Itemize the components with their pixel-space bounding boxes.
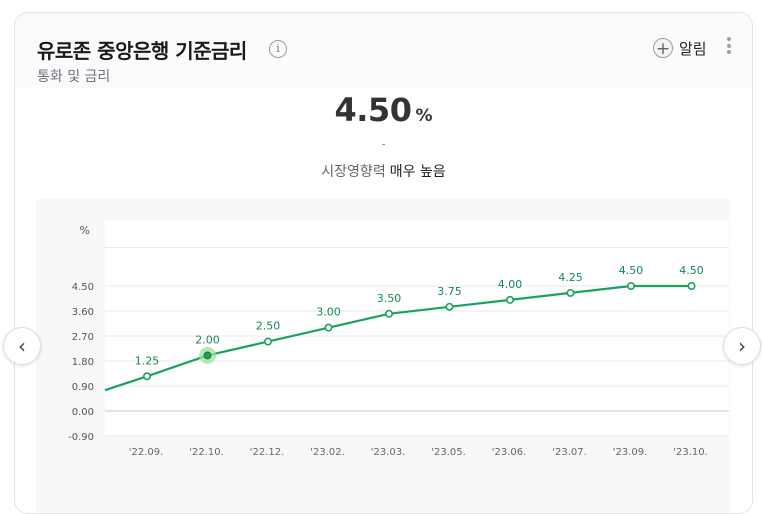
- y-tick-label: 0.00: [72, 407, 94, 418]
- x-tick-label: '23.07.: [552, 447, 587, 458]
- plus-icon: +: [653, 38, 673, 59]
- data-point: [626, 282, 635, 291]
- data-point: [203, 351, 212, 360]
- rate-unit: %: [415, 106, 433, 126]
- y-tick-label: 3.60: [72, 307, 94, 318]
- interest-rate-card: 유로존 중앙은행 기준금리 i 통화 및 금리 + 알림 4.50% - 시장영…: [14, 12, 753, 514]
- data-point: [445, 302, 454, 311]
- data-point: [264, 337, 273, 346]
- data-label: 2.00: [195, 333, 220, 346]
- data-point: [384, 309, 393, 318]
- data-label: 4.50: [679, 264, 704, 277]
- data-point: [566, 288, 575, 297]
- data-label: 3.00: [316, 306, 341, 319]
- plot-area: [105, 221, 729, 436]
- data-point: [143, 372, 152, 381]
- chart-panel: % 4.50 3.60 2.70 1.80 0.90 0.00 -0.90 '22.09. '22…: [36, 199, 730, 513]
- rate-change: -: [381, 137, 386, 151]
- alert-label: 알림: [679, 39, 707, 58]
- y-tick-label: 4.50: [72, 282, 94, 293]
- data-point: [687, 282, 696, 291]
- current-rate: 4.50%: [15, 91, 752, 129]
- rate-line-chart: % 4.50 3.60 2.70 1.80 0.90 0.00 -0.90 '22.09. '22…: [68, 221, 729, 458]
- data-label: 4.00: [498, 278, 523, 291]
- chevron-right-icon[interactable]: ›: [723, 327, 761, 365]
- x-tick-label: '23.02.: [310, 447, 345, 458]
- category-label: 통화 및 금리: [37, 69, 111, 85]
- rate-value: 4.50: [334, 91, 412, 129]
- data-point: [505, 295, 514, 304]
- market-impact: 시장영향력 매우 높음: [15, 161, 752, 181]
- x-tick-label: '23.03.: [371, 447, 406, 458]
- impact-label: 시장영향력: [321, 164, 386, 180]
- impact-level: 매우 높음: [389, 164, 446, 180]
- data-label: 4.50: [619, 264, 644, 277]
- info-icon[interactable]: i: [269, 40, 287, 58]
- x-tick-label: '22.12.: [250, 447, 285, 458]
- x-tick-label: '23.10.: [673, 447, 708, 458]
- more-vertical-icon[interactable]: [725, 37, 733, 57]
- x-tick-label: '23.06.: [492, 447, 527, 458]
- x-tick-label: '22.09.: [129, 447, 164, 458]
- chevron-left-icon[interactable]: ‹: [3, 327, 41, 365]
- x-tick-label: '23.05.: [431, 447, 466, 458]
- data-label: 3.75: [437, 285, 462, 298]
- x-tick-label: '22.10.: [189, 447, 224, 458]
- y-axis-unit: %: [80, 224, 90, 237]
- data-label: 2.50: [256, 320, 281, 333]
- x-tick-label: '23.09.: [613, 447, 648, 458]
- data-label: 4.25: [558, 271, 583, 284]
- y-tick-label: 0.90: [72, 382, 94, 393]
- y-tick-label: -0.90: [68, 432, 94, 443]
- alert-button[interactable]: + 알림: [653, 36, 707, 60]
- page-title: 유로존 중앙은행 기준금리: [37, 39, 247, 63]
- data-label: 1.25: [135, 354, 160, 367]
- data-point: [324, 323, 333, 332]
- y-tick-label: 2.70: [72, 332, 94, 343]
- data-label: 3.50: [377, 292, 402, 305]
- y-tick-label: 1.80: [72, 357, 94, 368]
- card-header: [15, 13, 752, 89]
